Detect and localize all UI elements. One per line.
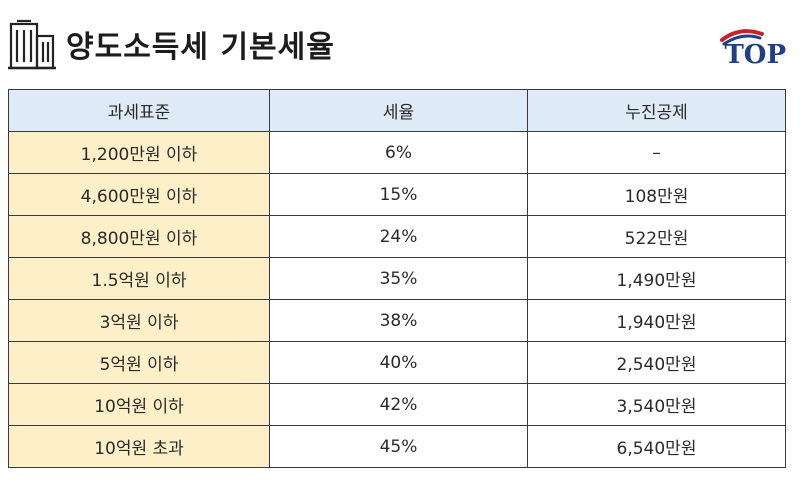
tax-base-cell: 10억원 초과 [8, 425, 270, 468]
top-logo: TOP [720, 24, 792, 72]
tax-base-cell: 10억원 이하 [8, 383, 270, 426]
deduction-cell: 3,540만원 [527, 383, 786, 426]
table-row: 10억원 이하 42% 3,540만원 [8, 383, 786, 426]
deduction-cell: 6,540만원 [527, 425, 786, 468]
tax-rate-cell: 6% [269, 131, 528, 174]
tax-rate-cell: 24% [269, 215, 528, 258]
tax-base-cell: 4,600만원 이하 [8, 173, 270, 216]
deduction-cell: – [527, 131, 786, 174]
tax-rate-cell: 15% [269, 173, 528, 216]
tax-base-cell: 8,800만원 이하 [8, 215, 270, 258]
deduction-cell: 2,540만원 [527, 341, 786, 384]
logo-text: TOP [724, 40, 786, 70]
tax-rate-cell: 45% [269, 425, 528, 468]
deduction-cell: 1,940만원 [527, 299, 786, 342]
table-row: 4,600만원 이하 15% 108만원 [8, 173, 786, 216]
header: 양도소득세 기본세율 TOP [8, 14, 792, 74]
header-progressive-deduction: 누진공제 [527, 89, 786, 132]
tax-rate-cell: 42% [269, 383, 528, 426]
tax-rate-cell: 40% [269, 341, 528, 384]
header-tax-rate: 세율 [269, 89, 528, 132]
page-title: 양도소득세 기본세율 [66, 30, 335, 65]
tax-base-cell: 1.5억원 이하 [8, 257, 270, 300]
tax-base-cell: 3억원 이하 [8, 299, 270, 342]
tax-rate-cell: 35% [269, 257, 528, 300]
table-row: 1,200만원 이하 6% – [8, 131, 786, 174]
table-row: 10억원 초과 45% 6,540만원 [8, 425, 786, 468]
tax-rate-table: 과세표준 세율 누진공제 1,200만원 이하 6% – 4,600만원 이하 … [8, 89, 786, 468]
building-icon [8, 19, 56, 70]
table-row: 5억원 이하 40% 2,540만원 [8, 341, 786, 384]
table-row: 8,800만원 이하 24% 522만원 [8, 215, 786, 258]
deduction-cell: 1,490만원 [527, 257, 786, 300]
table-row: 1.5억원 이하 35% 1,490만원 [8, 257, 786, 300]
table-row: 3억원 이하 38% 1,940만원 [8, 299, 786, 342]
tax-rate-cell: 38% [269, 299, 528, 342]
table-header-row: 과세표준 세율 누진공제 [8, 89, 786, 132]
deduction-cell: 108만원 [527, 173, 786, 216]
tax-base-cell: 1,200만원 이하 [8, 131, 270, 174]
tax-base-cell: 5억원 이하 [8, 341, 270, 384]
header-tax-base: 과세표준 [8, 89, 270, 132]
logo-swoosh-icon [720, 29, 764, 46]
deduction-cell: 522만원 [527, 215, 786, 258]
